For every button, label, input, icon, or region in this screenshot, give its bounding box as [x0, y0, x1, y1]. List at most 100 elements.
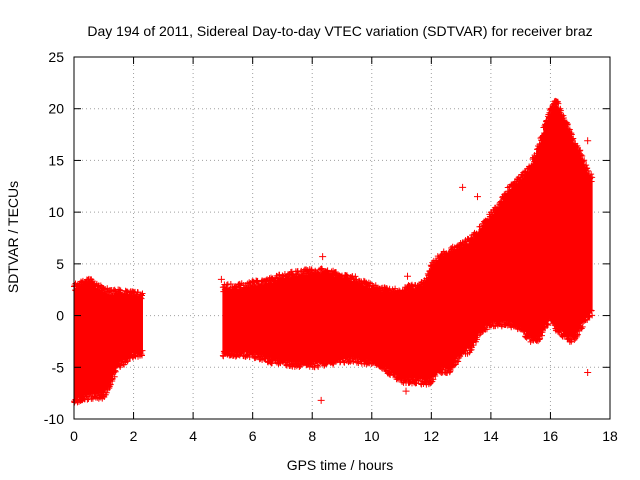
data-point [540, 130, 547, 137]
y-tick-label: 20 [48, 101, 64, 117]
outlier-point [85, 275, 93, 283]
y-tick-label: -10 [44, 411, 64, 427]
data-point [517, 320, 524, 327]
data-point [574, 331, 581, 338]
data-point [536, 147, 543, 154]
data-point [566, 126, 573, 133]
chart-title: Day 194 of 2011, Sidereal Day-to-day VTE… [87, 23, 592, 39]
data-point [424, 276, 431, 283]
data-point [315, 363, 322, 370]
x-tick-label: 18 [602, 428, 618, 444]
tick-labels: 0 2 4 6 8 10 12 14 16 18 -10 -5 0 5 10 15 20 25 [44, 49, 618, 444]
data-point [585, 167, 592, 174]
data-point [589, 174, 596, 181]
x-tick-label: 10 [364, 428, 380, 444]
outlier-point [402, 387, 410, 395]
outlier-point [319, 253, 327, 261]
data-point [139, 347, 146, 354]
y-tick-label: -5 [52, 359, 65, 375]
outlier-point [459, 183, 467, 191]
data-point [541, 325, 548, 332]
data-point [467, 240, 474, 247]
data-point [74, 399, 81, 406]
outlier-point [329, 360, 337, 368]
x-tick-label: 16 [543, 428, 559, 444]
data-point [454, 248, 461, 255]
data-point [74, 287, 81, 294]
data-point [531, 158, 538, 165]
data-point [430, 376, 437, 383]
x-tick-label: 14 [483, 428, 499, 444]
x-axis-title: GPS time / hours [287, 457, 394, 473]
data-point [470, 342, 477, 349]
data-point [139, 290, 146, 297]
x-tick-label: 12 [424, 428, 440, 444]
x-tick-label: 6 [249, 428, 257, 444]
data-point [544, 120, 551, 127]
data-point [223, 281, 230, 288]
data-point [124, 358, 131, 365]
data-point [427, 267, 434, 274]
data-series [71, 97, 596, 406]
data-point [578, 151, 585, 158]
data-point [117, 362, 124, 369]
outlier-point [317, 396, 325, 404]
band-main [219, 97, 596, 388]
data-point [337, 358, 344, 365]
data-point [227, 280, 234, 287]
data-point [568, 131, 575, 138]
data-point [529, 163, 536, 170]
data-point [453, 249, 460, 256]
data-point [570, 135, 577, 142]
data-point [555, 100, 562, 107]
data-point [558, 325, 565, 332]
data-point [84, 396, 91, 403]
data-point [584, 317, 591, 324]
outlier-point [404, 272, 412, 280]
data-point [551, 318, 558, 325]
outlier-point [473, 193, 481, 201]
data-point [112, 368, 119, 375]
data-point [579, 323, 586, 330]
data-point [470, 237, 477, 244]
data-point [291, 357, 298, 364]
data-point [495, 207, 502, 214]
data-point [386, 285, 393, 292]
data-point [422, 280, 429, 287]
data-point [485, 216, 492, 223]
data-point [498, 200, 505, 207]
y-tick-label: 15 [48, 152, 64, 168]
data-point [489, 213, 496, 220]
y-axis-title: SDTVAR / TECUs [5, 181, 21, 293]
x-tick-label: 0 [70, 428, 78, 444]
data-point [537, 142, 544, 149]
data-point [234, 288, 241, 295]
y-tick-label: 10 [48, 204, 64, 220]
data-point [447, 367, 454, 374]
data-point [515, 182, 522, 189]
data-point [544, 322, 551, 329]
y-tick-label: 0 [56, 308, 64, 324]
data-point [455, 358, 462, 365]
data-point [314, 362, 321, 369]
plot-frame [73, 56, 611, 420]
data-point [352, 273, 359, 280]
data-point [95, 388, 102, 395]
x-tick-label: 8 [308, 428, 316, 444]
x-tick-label: 4 [189, 428, 197, 444]
data-point [581, 157, 588, 164]
x-tick-label: 2 [130, 428, 138, 444]
data-point [413, 288, 420, 295]
outlier-point [584, 137, 592, 145]
data-point [584, 165, 591, 172]
y-tick-label: 5 [56, 256, 64, 272]
data-point [436, 258, 443, 265]
data-point [588, 171, 595, 178]
data-point [483, 326, 490, 333]
data-point [557, 324, 564, 331]
outlier-point [217, 275, 225, 283]
data-point [589, 312, 596, 319]
data-point [419, 374, 426, 381]
data-point [384, 363, 391, 370]
